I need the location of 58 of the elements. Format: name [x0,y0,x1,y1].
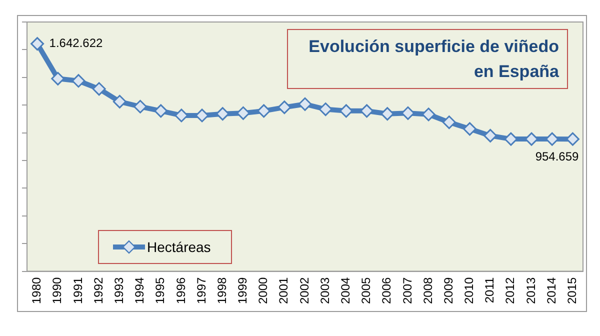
x-tick-label: 1999 [236,276,250,304]
data-label: 1.642.622 [49,36,104,50]
point [462,122,476,136]
point [92,82,106,96]
x-tick-label: 2002 [297,276,312,304]
x-tick-label: 2010 [462,276,476,304]
point [30,37,44,51]
point [318,102,332,116]
x-tick-label: 2000 [256,276,270,304]
x-tick-label: 2015 [565,276,580,304]
x-tick-label: 1991 [70,276,85,304]
point [216,107,230,121]
point [278,100,292,114]
x-tick-label: 2014 [544,276,558,304]
point [112,94,126,108]
point [380,107,394,121]
point [154,104,168,118]
point [484,128,498,142]
x-tick-label: 1996 [174,276,188,304]
x-tick-label: 1980 [30,276,44,304]
x-tick-label: 2005 [359,276,374,304]
point [195,108,209,122]
point [134,100,148,114]
x-tick-label: 1995 [153,276,168,304]
point [72,74,86,88]
point [339,104,353,118]
point [51,72,65,86]
x-tick-label: 1992 [91,276,106,304]
point [360,104,374,118]
point [422,108,436,122]
point [174,108,188,122]
x-tick-label: 1990 [50,276,64,304]
x-tick-label: 2007 [400,276,414,304]
chart-title: Evolución superficie de viñedo en España [287,29,568,89]
x-tick-label: 2011 [482,276,497,304]
x-tick-label: 1998 [214,276,229,304]
x-tick-label: 2008 [420,276,435,304]
point [504,132,518,146]
legend-label: Hectáreas [147,239,211,255]
x-tick-label: 2013 [524,276,538,304]
x-tick-label: 1993 [112,276,126,304]
point [442,116,456,130]
point [566,132,580,146]
point [236,106,250,120]
x-tick-label: 2012 [503,276,518,304]
point [257,104,271,118]
x-tick-label: 2006 [380,276,394,304]
point [545,132,559,146]
point [298,97,312,111]
point [524,132,538,146]
x-tick-label: 1994 [132,276,147,304]
x-tick-label: 1997 [194,276,208,304]
x-tick-label: 2001 [276,276,291,304]
x-tick-label: 2004 [338,276,352,304]
x-tick-label: 2009 [441,276,456,304]
point [401,106,415,120]
data-label: 954.659 [535,149,580,164]
x-tick-label: 2003 [318,276,332,304]
